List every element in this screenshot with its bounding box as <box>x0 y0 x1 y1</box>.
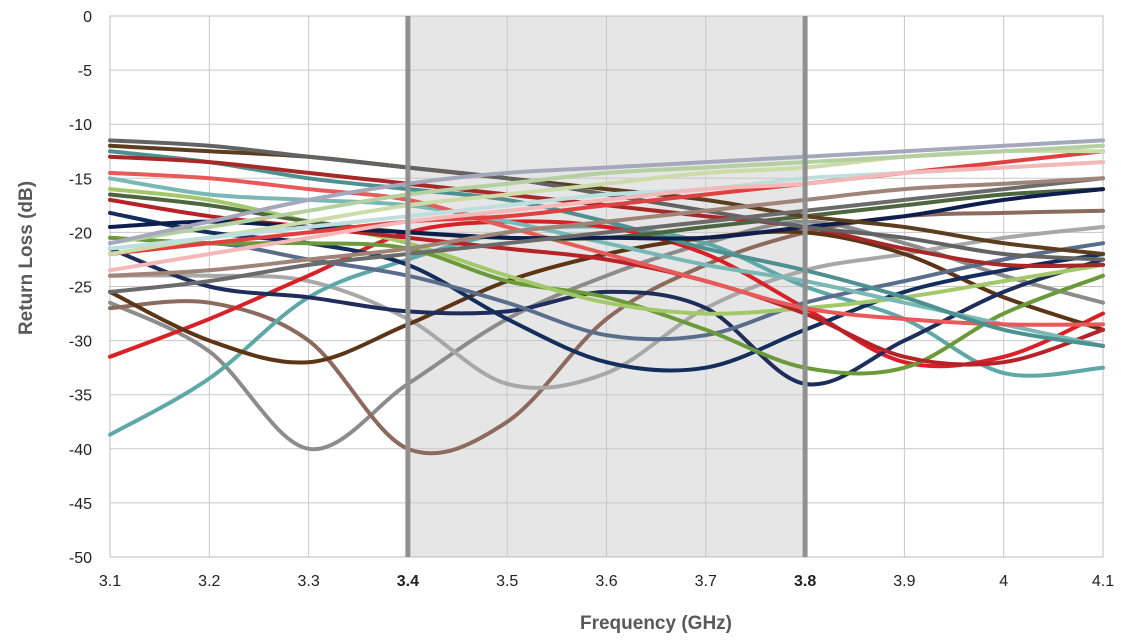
x-tick-label: 3.6 <box>595 573 617 590</box>
y-tick-label: -15 <box>69 171 92 188</box>
y-tick-label: -5 <box>78 63 92 80</box>
series-line-9 <box>108 241 1105 342</box>
y-tick-label: -45 <box>69 496 92 513</box>
series-line-10 <box>108 235 1105 376</box>
series-line-7 <box>108 246 1105 387</box>
x-tick-label: 3.9 <box>893 573 915 590</box>
x-tick-label: 3.3 <box>297 573 319 590</box>
y-tick-label: -30 <box>69 334 92 351</box>
series-line-26 <box>108 138 1105 246</box>
grid <box>109 15 1104 558</box>
series-line-3 <box>108 225 1105 390</box>
x-tick-label: 4.1 <box>1092 573 1114 590</box>
series-line-22 <box>108 176 1105 278</box>
y-tick-label: -25 <box>69 280 92 297</box>
x-tick-label: 4 <box>999 573 1008 590</box>
x-tick-label: 3.8 <box>794 573 816 590</box>
x-tick-label: 3.1 <box>99 573 121 590</box>
y-tick-label: -10 <box>69 117 92 134</box>
x-tick-label: 3.5 <box>496 573 518 590</box>
series-group <box>108 138 1105 456</box>
y-tick-label: -35 <box>69 388 92 405</box>
series-line-25 <box>108 143 1105 246</box>
plot-frame <box>109 15 1104 558</box>
y-tick-label: 0 <box>83 9 92 26</box>
y-axis-title: Return Loss (dB) <box>16 181 37 335</box>
x-axis-title: Frequency (GHz) <box>580 613 732 634</box>
x-tick-label: 3.4 <box>397 573 419 590</box>
y-tick-label: -40 <box>69 442 92 459</box>
y-tick-label: -50 <box>69 550 92 567</box>
x-tick-label: 3.7 <box>695 573 717 590</box>
x-tick-labels: 3.1 3.2 3.3 3.4 3.5 3.6 3.7 3.8 3.9 4 4.1 <box>99 573 1114 590</box>
series-line-8 <box>108 210 1105 373</box>
x-tick-label: 3.2 <box>198 573 220 590</box>
series-line-14 <box>108 170 1105 327</box>
series-line-21 <box>108 176 1105 294</box>
series-line-5 <box>108 219 1105 369</box>
y-tick-label: -20 <box>69 225 92 242</box>
y-tick-labels: 0 -5 -10 -15 -20 -25 -30 -35 -40 -45 -50 <box>69 9 92 567</box>
series-line-28 <box>108 160 1105 273</box>
band-edges <box>405 16 808 557</box>
